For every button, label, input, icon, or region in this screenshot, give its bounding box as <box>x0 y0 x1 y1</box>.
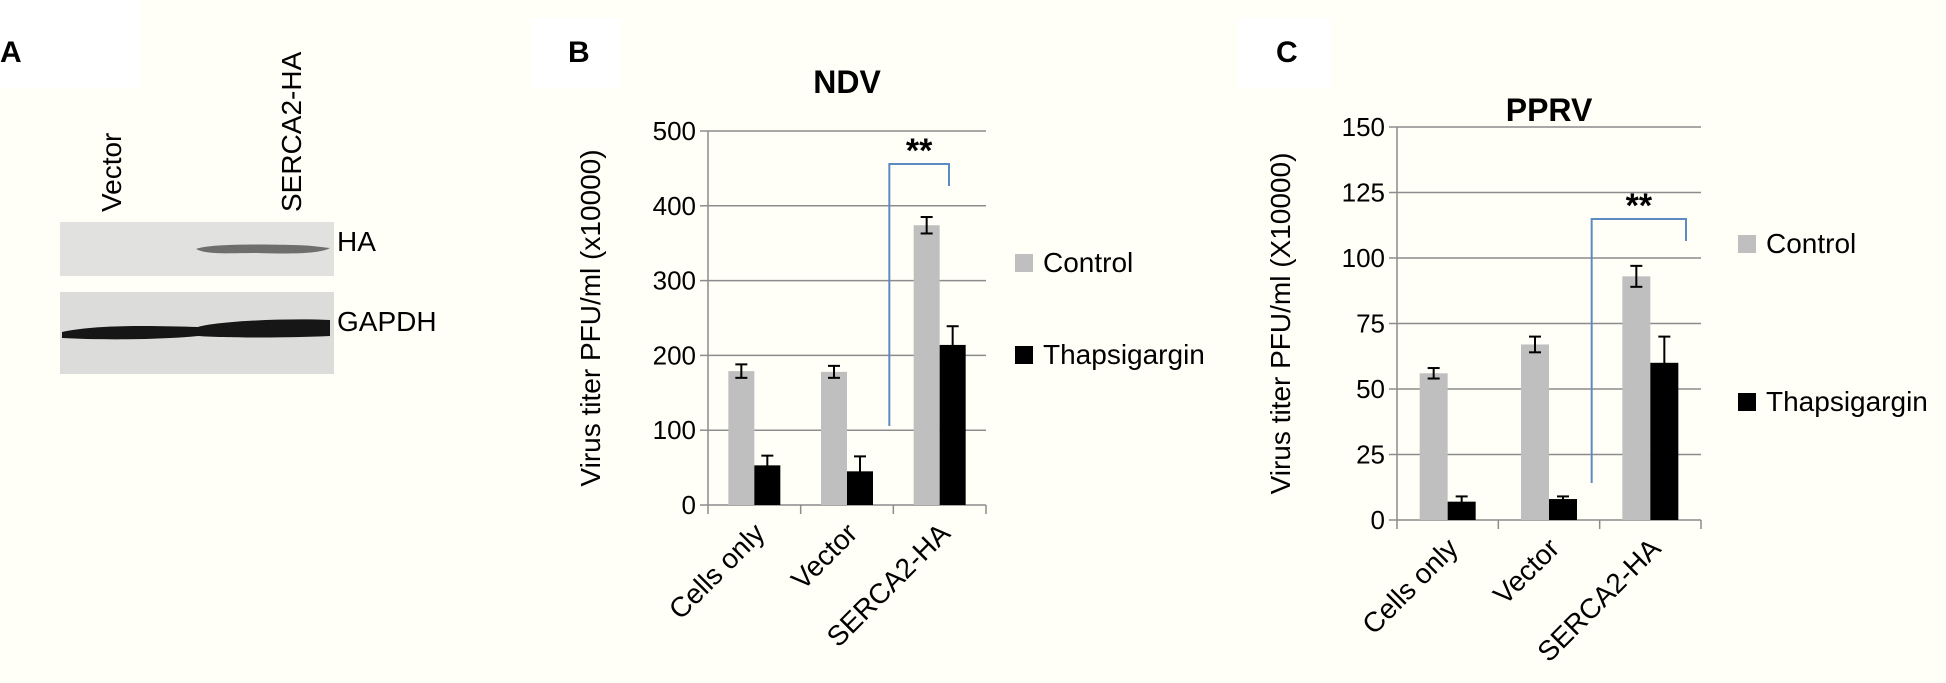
error-bar <box>1557 495 1569 503</box>
bar <box>1549 499 1577 520</box>
y-tick-label: 100 <box>653 415 696 445</box>
bar <box>1419 373 1448 520</box>
y-axis-label: Virus titer PFU/ml (x10000) <box>575 149 606 486</box>
panel-b-label-box <box>530 18 622 88</box>
y-tick-label: 400 <box>653 191 696 221</box>
y-axis-label: Virus titer PFU/ml (X10000) <box>1265 153 1296 495</box>
pprv-chart: PPRV 0 25 50 75 100 125 150 Virus titer PFU/ml (… <box>1265 92 1928 668</box>
bar <box>728 371 755 505</box>
legend-swatch <box>1738 235 1756 253</box>
category-label: Vector <box>785 517 863 595</box>
panel-b-label: B <box>568 36 590 69</box>
panel-c-label: C <box>1276 36 1298 69</box>
y-tick-label: 25 <box>1356 440 1385 470</box>
error-bar <box>735 363 748 379</box>
error-bar <box>1658 335 1671 390</box>
significance-bracket <box>888 163 950 426</box>
gapdh-band <box>62 319 330 340</box>
bar <box>913 225 940 506</box>
significance-label: ** <box>906 132 933 170</box>
error-bar <box>920 216 933 235</box>
western-blot <box>60 222 334 374</box>
y-tick-label: 50 <box>1356 374 1385 404</box>
category-label: Vector <box>1487 532 1565 610</box>
error-bar <box>1529 335 1541 354</box>
y-tick-label: 125 <box>1342 178 1385 208</box>
bar <box>821 371 847 505</box>
chart-title: NDV <box>813 64 881 100</box>
panel-a-label-box <box>0 0 140 88</box>
ha-band <box>196 244 330 254</box>
legend-swatch <box>1738 393 1756 411</box>
chart-title: PPRV <box>1506 92 1593 128</box>
bar <box>1447 501 1476 520</box>
bar <box>1521 344 1549 520</box>
legend-label: Control <box>1043 247 1133 278</box>
panel-a-label: A <box>0 36 22 69</box>
legend-swatch <box>1015 254 1033 272</box>
error-bar <box>1427 367 1440 380</box>
error-bar <box>854 455 866 488</box>
legend-label: Thapsigargin <box>1766 386 1928 417</box>
category-label: Cells only <box>663 517 771 625</box>
error-bar <box>761 454 774 477</box>
category-label: Cells only <box>1356 532 1464 640</box>
legend-label: Thapsigargin <box>1043 339 1205 370</box>
y-tick-label: 0 <box>1371 505 1385 535</box>
legend-label: Control <box>1766 228 1856 259</box>
error-bar <box>946 325 959 365</box>
y-tick-label: 0 <box>682 490 696 520</box>
y-tick-label: 300 <box>653 266 696 296</box>
bar <box>1622 276 1651 520</box>
band-label-ha: HA <box>337 226 376 257</box>
y-tick-label: 75 <box>1356 309 1385 339</box>
error-bar <box>1455 495 1468 508</box>
band-label-gapdh: GAPDH <box>337 306 437 337</box>
y-tick-label: 100 <box>1342 243 1385 273</box>
y-tick-label: 500 <box>653 116 696 146</box>
bar <box>939 344 966 505</box>
lane-label-serca2-ha: SERCA2-HA <box>276 51 307 212</box>
panel-c-label-box <box>1238 18 1330 88</box>
significance-bracket <box>1590 218 1687 483</box>
y-tick-label: 150 <box>1342 112 1385 142</box>
error-bar <box>1630 264 1643 288</box>
ndv-chart: NDV 0 100 200 300 400 500 Virus titer PFU/ml (x… <box>575 64 1205 653</box>
lane-label-vector: Vector <box>96 132 127 212</box>
legend-swatch <box>1015 346 1033 364</box>
error-bar <box>828 364 840 379</box>
y-tick-label: 200 <box>653 340 696 370</box>
significance-label: ** <box>1626 187 1653 225</box>
